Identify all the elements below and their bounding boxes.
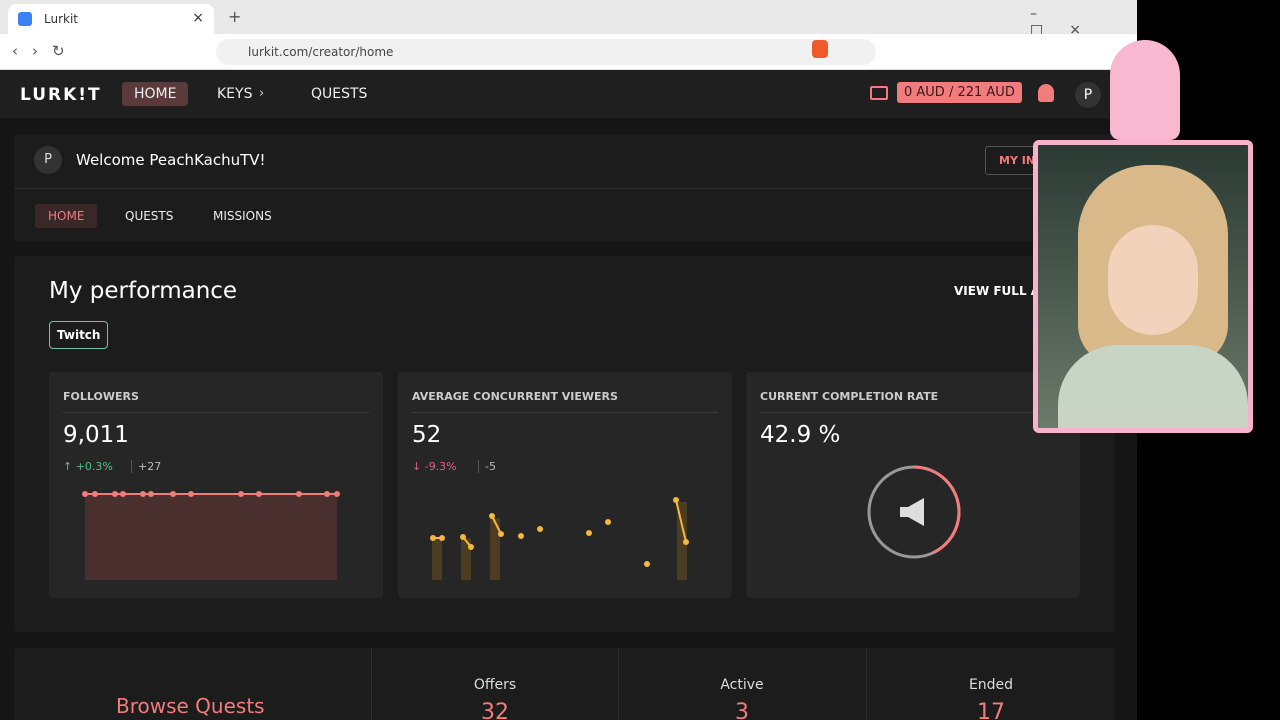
divider [14, 188, 1115, 189]
card-value: 42.9 % [760, 422, 841, 448]
viewers-card: AVERAGE CONCURRENT VIEWERS 52 ↓ -9.3% -5 [398, 372, 732, 598]
sparkline [430, 497, 689, 580]
change: +0.3% [75, 460, 113, 473]
divider [412, 412, 718, 413]
avatar[interactable]: P [1075, 82, 1101, 108]
balance[interactable]: 0 AUD / 221 AUD [897, 82, 1022, 103]
delta: -5 [478, 460, 496, 473]
brave-icon[interactable] [812, 40, 828, 58]
tab-close[interactable]: × [192, 10, 204, 26]
subnav-missions[interactable]: MISSIONS [213, 209, 272, 223]
webcam-overlay [1033, 140, 1253, 433]
chevron: › [259, 86, 265, 101]
logo[interactable]: LURK!T [20, 85, 102, 105]
app-header: LURK!T HOME KEYS › QUESTS 0 AUD / 221 AU… [0, 70, 1137, 118]
tab[interactable]: Lurkit × [8, 4, 214, 34]
new-tab[interactable]: + [228, 7, 242, 26]
wallet-icon [870, 86, 888, 100]
tab-title: Lurkit [44, 12, 79, 26]
bunny-ear [1110, 40, 1180, 140]
card-label: CURRENT COMPLETION RATE [760, 390, 939, 403]
nav-quests[interactable]: QUESTS [311, 86, 368, 102]
completion-card: CURRENT COMPLETION RATE 42.9 % [746, 372, 1080, 598]
card-label: FOLLOWERS [63, 390, 139, 403]
view-link[interactable]: VIEW FULL AN [954, 284, 1051, 298]
stat-label: Ended [968, 677, 1014, 693]
nav-buttons[interactable]: ‹›↻ [12, 42, 79, 60]
quests-title[interactable]: Browse Quests [116, 694, 265, 718]
card-value: 9,011 [63, 422, 129, 448]
address-bar[interactable]: lurkit.com/creator/home [216, 39, 876, 65]
stat-value: 32 [481, 700, 509, 720]
browser-window: Lurkit × + –□× ‹›↻ lurkit.com/creator/hom… [0, 0, 1137, 720]
platform-tag[interactable]: Twitch [49, 321, 109, 349]
welcome-panel: P Welcome PeachKachuTV! MY IN HOME QUEST… [14, 134, 1115, 241]
completion-ring [867, 465, 961, 559]
stat-label: Offers [473, 677, 517, 693]
section-title: My performance [49, 278, 238, 304]
stat-label: Active [720, 677, 764, 693]
toolbar: ‹›↻ lurkit.com/creator/home [0, 34, 1137, 70]
url: lurkit.com/creator/home [248, 45, 394, 59]
stat-value: 3 [735, 700, 749, 720]
followers-card: FOLLOWERS 9,011 ↑ +0.3% +27 [49, 372, 383, 598]
nav-keys[interactable]: KEYS [217, 86, 253, 102]
card-value: 52 [412, 422, 442, 448]
card-label: AVERAGE CONCURRENT VIEWERS [412, 390, 618, 403]
divider [760, 412, 1066, 413]
subnav-quests[interactable]: QUESTS [125, 209, 174, 223]
completion-arc [867, 465, 961, 559]
welcome-text: Welcome PeachKachuTV! [76, 151, 266, 169]
change: -9.3% [424, 460, 457, 473]
divider [63, 412, 369, 413]
bell[interactable] [1038, 84, 1054, 102]
favicon [18, 12, 32, 26]
tab-strip: Lurkit × + –□× [0, 0, 1137, 38]
nav-home[interactable]: HOME [122, 82, 189, 106]
sparkline [82, 491, 340, 580]
subnav-home[interactable]: HOME [35, 204, 98, 228]
delta: +27 [131, 460, 161, 473]
quests-panel: Browse Quests Offers 32 Active 3 Ended 1… [14, 648, 1115, 720]
stat-value: 17 [977, 700, 1005, 720]
welcome-avatar: P [34, 146, 62, 174]
